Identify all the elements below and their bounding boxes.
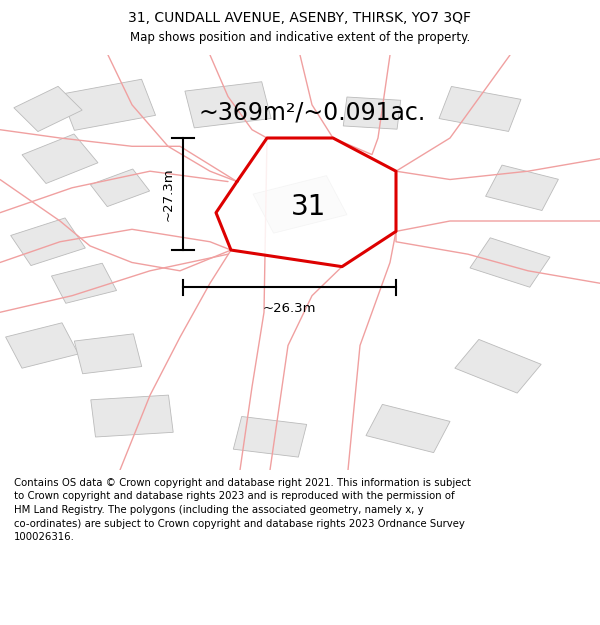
Polygon shape <box>343 97 401 129</box>
Polygon shape <box>439 86 521 131</box>
Polygon shape <box>253 176 347 233</box>
Text: Map shows position and indicative extent of the property.: Map shows position and indicative extent… <box>130 31 470 44</box>
Polygon shape <box>74 334 142 374</box>
Polygon shape <box>11 218 85 266</box>
Polygon shape <box>61 79 155 131</box>
Polygon shape <box>233 416 307 457</box>
Polygon shape <box>470 238 550 288</box>
Polygon shape <box>366 404 450 452</box>
Polygon shape <box>14 86 82 131</box>
Text: ~27.3m: ~27.3m <box>161 168 175 221</box>
Polygon shape <box>52 263 116 303</box>
Polygon shape <box>5 322 79 368</box>
Text: ~369m²/~0.091ac.: ~369m²/~0.091ac. <box>199 101 425 124</box>
Polygon shape <box>91 169 149 207</box>
Polygon shape <box>455 339 541 393</box>
Polygon shape <box>91 395 173 437</box>
Text: Contains OS data © Crown copyright and database right 2021. This information is : Contains OS data © Crown copyright and d… <box>14 478 471 542</box>
Text: 31, CUNDALL AVENUE, ASENBY, THIRSK, YO7 3QF: 31, CUNDALL AVENUE, ASENBY, THIRSK, YO7 … <box>128 11 472 25</box>
Text: 31: 31 <box>290 193 326 221</box>
Polygon shape <box>22 134 98 184</box>
Text: ~26.3m: ~26.3m <box>263 302 316 315</box>
Polygon shape <box>485 165 559 211</box>
Polygon shape <box>185 82 271 128</box>
Polygon shape <box>216 138 396 267</box>
